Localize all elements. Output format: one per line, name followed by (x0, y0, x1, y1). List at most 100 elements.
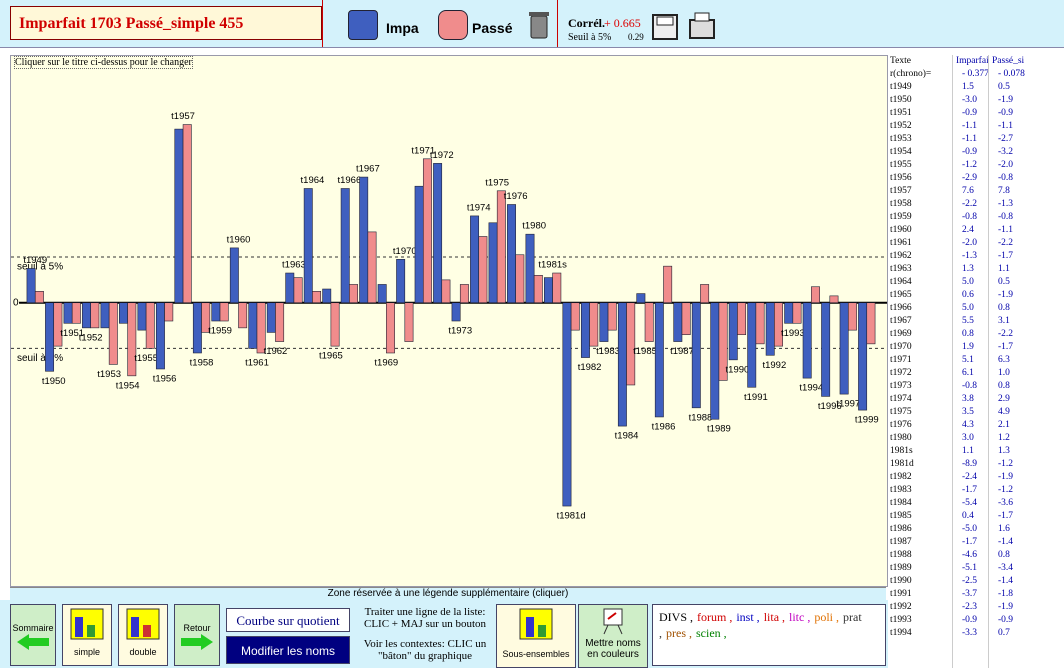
bar (404, 302, 414, 342)
bar (866, 302, 876, 345)
bar (654, 302, 664, 418)
table-cell: 0.8 (962, 329, 974, 339)
retour-button[interactable]: Retour (174, 604, 220, 666)
save-icon[interactable] (652, 14, 678, 40)
bar (525, 233, 535, 304)
bar (238, 302, 248, 329)
table-cell: 5.5 (962, 316, 974, 326)
bar (349, 284, 358, 304)
bar (774, 302, 783, 347)
table-cell: 1.1 (962, 446, 974, 456)
bar-label: t1988 (689, 412, 713, 423)
divs-list[interactable]: DIVS , forum , inst , lita , litc , poli , pra… (652, 604, 886, 666)
bar (108, 302, 118, 365)
table-cell: t1966 (890, 303, 912, 313)
table-cell: - 0.377 (962, 69, 989, 79)
sommaire-button[interactable]: Sommaire (10, 604, 56, 666)
table-cell: t1975 (890, 407, 912, 417)
divs-item[interactable]: lita , (763, 610, 786, 624)
table-cell: -2.5 (962, 576, 978, 586)
bar (293, 277, 303, 304)
double-button[interactable]: double (118, 604, 168, 666)
chart-note[interactable]: Cliquer sur le titre ci-dessus pour le c… (14, 56, 193, 69)
bar (164, 302, 174, 322)
divs-item[interactable]: prat , (659, 610, 862, 640)
divs-item[interactable]: pres , (666, 626, 692, 640)
print-icon[interactable] (688, 12, 716, 40)
bar (821, 302, 831, 397)
table-cell: t1967 (890, 316, 912, 326)
bar (155, 302, 165, 370)
bar (359, 176, 369, 304)
table-cell: t1951 (890, 108, 912, 118)
bar (691, 302, 701, 409)
y-tick-label: 0 (13, 297, 19, 308)
separator (557, 0, 558, 47)
bar (580, 302, 590, 358)
bar-label: t1966 (337, 175, 361, 186)
divs-item[interactable]: poli , (814, 610, 840, 624)
table-cell: 1.2 (998, 433, 1010, 443)
table-cell: -3.4 (998, 563, 1014, 573)
table-cell: t1992 (890, 602, 912, 612)
bar-label: t1950 (42, 376, 66, 387)
bar-label: t1967 (356, 164, 380, 175)
table-cell: t1986 (890, 524, 912, 534)
table-cell: 3.5 (962, 407, 974, 417)
table-cell: r(chrono)= (890, 69, 932, 79)
simple-button[interactable]: simple (62, 604, 112, 666)
chart[interactable]: seuil à 5%seuil à 5%0t1949t1950t1951t195… (10, 55, 888, 587)
bar-label: t1958 (190, 357, 214, 368)
trash-icon[interactable] (528, 10, 550, 40)
table-cell: -0.9 (962, 147, 978, 157)
button-label: Mettre noms en couleurs (585, 638, 641, 660)
table-cell: 1.3 (962, 264, 974, 274)
divs-item[interactable]: forum , (697, 610, 733, 624)
button-label: Retour (183, 623, 211, 633)
divs-item[interactable]: scien , (696, 626, 727, 640)
bar (728, 302, 738, 361)
table-cell: t1972 (890, 368, 912, 378)
table-cell: -2.2 (998, 329, 1014, 339)
bar-label: t1982 (578, 362, 602, 373)
courbe-button[interactable]: Courbe sur quotient (226, 608, 350, 632)
table-cell: t1953 (890, 134, 912, 144)
bar (617, 302, 627, 427)
top-bar: Imparfait 1703 Passé_simple 455 Impa Pas… (0, 0, 1064, 48)
mettre-button[interactable]: Mettre noms en couleurs (578, 604, 648, 668)
easel-icon (603, 608, 623, 635)
divs-item[interactable]: inst , (736, 610, 760, 624)
divs-item[interactable]: litc , (789, 610, 811, 624)
table-cell: t1956 (890, 173, 912, 183)
table-cell: -1.2 (962, 160, 978, 170)
chart-icon (70, 608, 104, 640)
table-cell: -2.0 (962, 238, 978, 248)
table-cell: 3.1 (998, 316, 1010, 326)
table-cell: 7.8 (998, 186, 1010, 196)
modifier-button[interactable]: Modifier les noms (226, 636, 350, 664)
bar (192, 302, 202, 354)
table-cell: t1949 (890, 82, 912, 92)
sous-ensembles-button[interactable]: Sous-ensembles (496, 604, 576, 668)
table-cell: -0.8 (962, 212, 978, 222)
bar (34, 291, 44, 304)
bar (847, 302, 857, 331)
toolbar: Sommaire simple double Retour Courbe sur… (0, 600, 888, 668)
title[interactable]: Imparfait 1703 Passé_simple 455 (10, 6, 322, 40)
table-cell: t1969 (890, 329, 912, 339)
button-label: simple (73, 647, 100, 657)
legend-zone[interactable]: Zone réservée à une légende supplémentai… (10, 587, 886, 600)
table-cell: -2.0 (998, 160, 1014, 170)
bar-label: t1986 (652, 421, 676, 432)
table-cell: 0.5 (998, 82, 1010, 92)
table-cell: t1970 (890, 342, 912, 352)
bar (182, 124, 192, 304)
bar (63, 302, 73, 324)
bar (839, 302, 849, 395)
table-cell: t1994 (890, 628, 912, 638)
divs-item[interactable]: DIVS , (659, 610, 694, 624)
table-cell: 0.7 (998, 628, 1010, 638)
bar-label: t1956 (153, 373, 177, 384)
table-cell: t1960 (890, 225, 912, 235)
bar (718, 302, 728, 381)
